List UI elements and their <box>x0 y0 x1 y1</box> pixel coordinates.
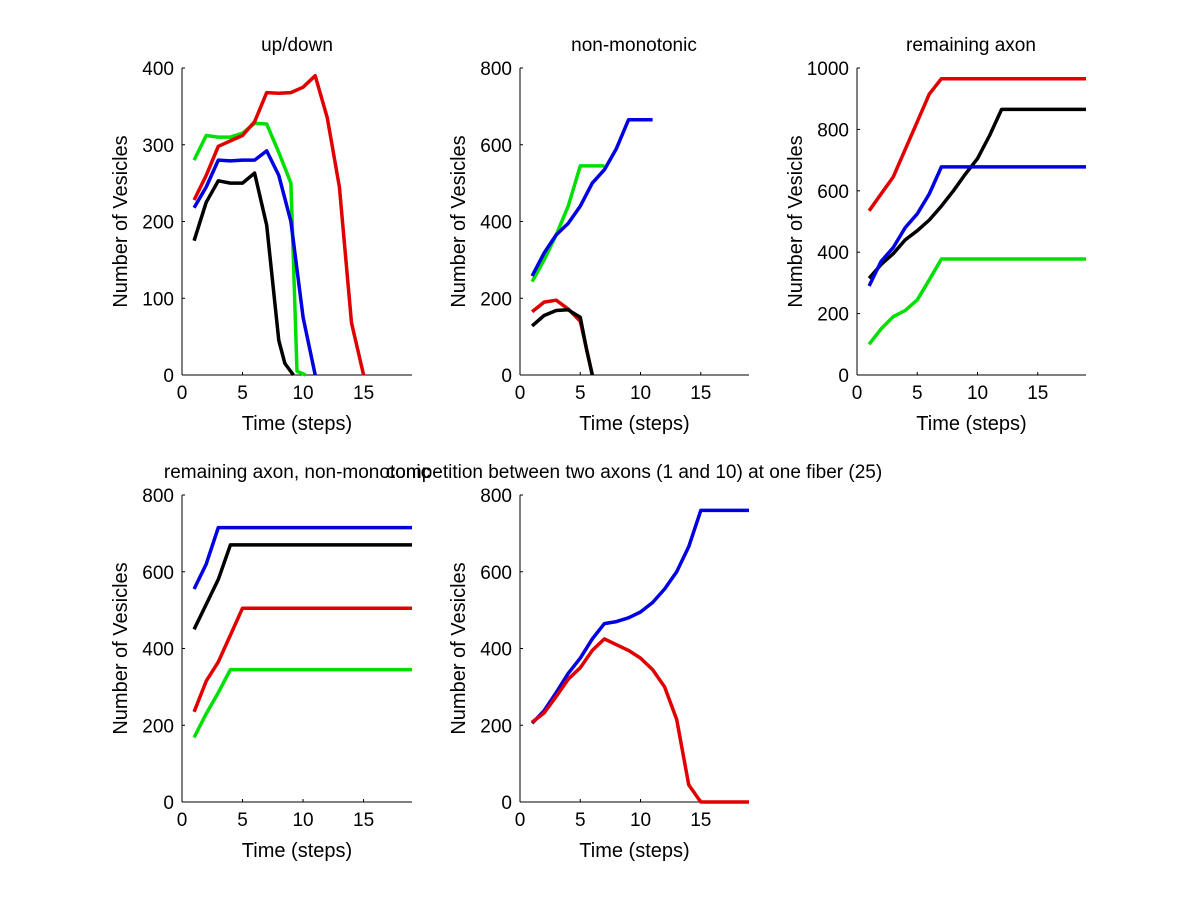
x-tick-label: 15 <box>1027 383 1048 404</box>
x-tick-label: 0 <box>515 810 526 831</box>
x-tick-label: 5 <box>912 383 923 404</box>
y-tick-label: 600 <box>142 563 174 584</box>
series-line-blue <box>192 149 317 376</box>
y-tick-label: 400 <box>817 243 849 264</box>
y-tick-label: 0 <box>163 366 174 387</box>
series-line-green <box>867 257 1086 346</box>
x-tick-label: 10 <box>630 810 651 831</box>
axes-remaining: 0 5 10 15 0 200 400 600 800 1000 Time (steps) Numbe… <box>785 35 1086 435</box>
series-line-black <box>192 543 412 631</box>
x-tick-label: 15 <box>353 810 374 831</box>
y-axis-label: Number of Vesicles <box>785 135 807 307</box>
x-axis-label: Time (steps) <box>242 413 352 435</box>
chart-title: up/down <box>261 35 333 56</box>
axes-remaining-nonmono: 0 5 10 15 0 200 400 600 800 Time (steps) Number of… <box>110 462 430 862</box>
y-tick-label: 200 <box>817 305 849 326</box>
x-tick-label: 15 <box>690 383 711 404</box>
y-axis-label: Number of Vesicles <box>110 562 132 734</box>
x-tick-label: 0 <box>515 383 526 404</box>
y-tick-label: 0 <box>501 793 512 814</box>
y-tick-label: 400 <box>142 59 174 80</box>
y-tick-label: 800 <box>480 486 512 507</box>
x-tick-label: 10 <box>967 383 988 404</box>
y-tick-label: 200 <box>480 716 512 737</box>
chart-title: remaining axon, non-monotonic <box>164 462 430 483</box>
series-line-green <box>530 164 605 283</box>
y-tick-label: 200 <box>142 213 174 234</box>
x-axis-label: Time (steps) <box>242 840 352 862</box>
y-tick-label: 100 <box>142 289 174 310</box>
x-tick-label: 5 <box>237 810 248 831</box>
y-tick-label: 1000 <box>807 59 849 80</box>
axes-nonmono: 0 5 10 15 0 200 400 600 800 Time (steps) Number of… <box>448 35 749 435</box>
y-tick-label: 400 <box>480 213 512 234</box>
x-tick-label: 0 <box>177 383 188 404</box>
series-line-red <box>531 637 749 804</box>
y-tick-label: 0 <box>838 366 849 387</box>
series-line-red <box>867 76 1086 212</box>
axes-competition: 0 5 10 15 0 200 400 600 800 Time (steps) Number of… <box>386 462 882 862</box>
series-line-green <box>192 667 412 739</box>
y-tick-label: 200 <box>142 716 174 737</box>
y-tick-label: 600 <box>480 563 512 584</box>
series-line-black <box>867 107 1086 280</box>
y-tick-label: 600 <box>480 136 512 157</box>
series-line-blue <box>530 118 653 277</box>
y-tick-label: 0 <box>501 366 512 387</box>
y-tick-label: 400 <box>480 640 512 661</box>
series-line-blue <box>192 525 412 590</box>
y-tick-label: 0 <box>163 793 174 814</box>
series-line-blue <box>867 165 1086 287</box>
x-tick-label: 10 <box>292 810 313 831</box>
chart-title: non-monotonic <box>571 35 697 56</box>
y-tick-label: 400 <box>142 640 174 661</box>
x-tick-label: 5 <box>237 383 248 404</box>
series-line-black <box>192 171 295 377</box>
x-tick-label: 0 <box>177 810 188 831</box>
y-axis-label: Number of Vesicles <box>448 562 470 734</box>
x-tick-label: 10 <box>292 383 313 404</box>
y-tick-label: 800 <box>817 120 849 141</box>
x-axis-label: Time (steps) <box>579 840 689 862</box>
y-tick-label: 600 <box>817 182 849 203</box>
chart-title: remaining axon <box>906 35 1036 56</box>
x-tick-label: 5 <box>575 383 586 404</box>
x-tick-label: 5 <box>575 810 586 831</box>
y-tick-label: 800 <box>142 486 174 507</box>
x-axis-label: Time (steps) <box>579 413 689 435</box>
x-tick-label: 0 <box>852 383 863 404</box>
x-axis-label: Time (steps) <box>916 413 1026 435</box>
y-axis-label: Number of Vesicles <box>110 135 132 307</box>
series-line-black <box>530 308 595 376</box>
axes-updown: 0 5 10 15 0 100 200 300 400 Time (steps) Number of… <box>110 35 412 435</box>
x-tick-label: 15 <box>690 810 711 831</box>
series-line-blue <box>530 508 749 725</box>
y-axis-label: Number of Vesicles <box>448 135 470 307</box>
series-line-red <box>192 73 366 376</box>
y-tick-label: 800 <box>480 59 512 80</box>
x-tick-label: 15 <box>353 383 374 404</box>
series-line-red <box>192 606 412 713</box>
y-tick-label: 300 <box>142 136 174 157</box>
x-tick-label: 10 <box>630 383 651 404</box>
chart-title: competition between two axons (1 and 10)… <box>386 462 882 483</box>
y-tick-label: 200 <box>480 289 512 310</box>
